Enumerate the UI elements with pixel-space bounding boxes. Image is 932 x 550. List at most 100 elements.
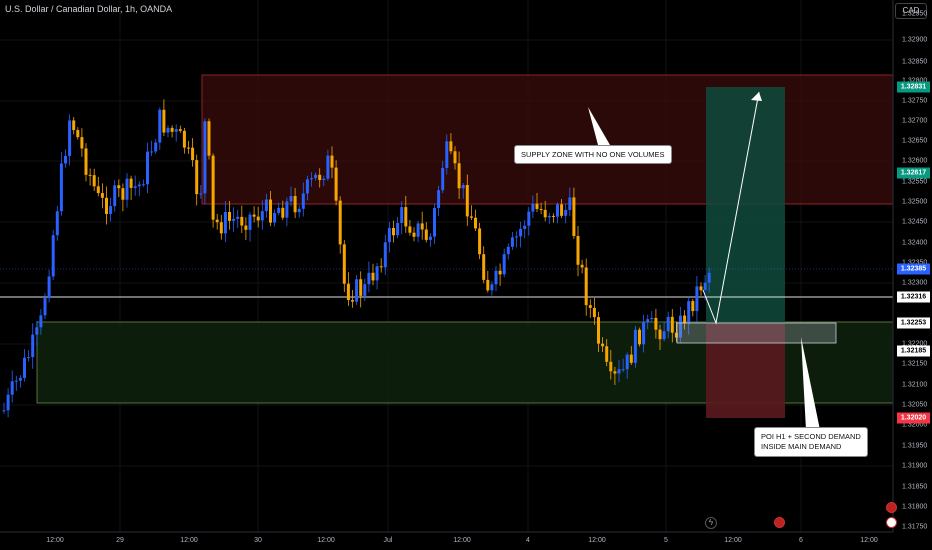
candle-body — [281, 207, 285, 218]
candle-body — [72, 120, 76, 131]
candle-body — [576, 236, 580, 265]
candle-body — [392, 227, 395, 236]
candle-body — [654, 317, 658, 330]
candle-body — [47, 276, 51, 299]
candle-body — [260, 211, 264, 221]
candle-body — [461, 185, 465, 189]
candle-body — [351, 300, 354, 302]
candle-body — [293, 196, 297, 213]
candle-body — [519, 228, 523, 237]
time-tick-label: 12:00 — [46, 537, 64, 544]
candle-body — [59, 163, 63, 212]
price-tag: 1.32253 — [897, 317, 930, 329]
candle-body — [375, 266, 379, 281]
candle-body — [515, 236, 518, 238]
candle-body — [629, 354, 633, 363]
price-tick-label: 1.32150 — [902, 360, 928, 368]
time-tick-label: Jul — [383, 537, 393, 544]
candle-body — [146, 151, 149, 185]
candle-body — [609, 361, 613, 372]
candle-body — [617, 369, 621, 374]
candle-body — [326, 155, 330, 179]
candle-body — [699, 286, 703, 291]
candle-body — [363, 284, 367, 296]
candle-body — [605, 346, 609, 362]
trade-path — [702, 91, 760, 325]
currency-selector[interactable]: CAD — [895, 3, 927, 19]
ca-flag-icon[interactable] — [886, 517, 897, 528]
supply-zone-note[interactable]: SUPPLY ZONE WITH NO ONE VOLUMES — [514, 145, 672, 164]
candle-body — [92, 175, 96, 187]
candle-body — [182, 130, 186, 148]
candle-body — [449, 141, 453, 152]
candle-body — [547, 215, 551, 218]
poi-note-line1: POI H1 + SECOND DEMAND — [761, 432, 861, 441]
candle-body — [650, 317, 654, 320]
price-tick-label: 1.32000 — [902, 421, 928, 429]
candle-body — [137, 184, 141, 187]
candle-body — [273, 213, 277, 223]
supply-zone — [201, 74, 894, 205]
candle-body — [396, 223, 400, 236]
candle-body — [64, 155, 67, 164]
candle-body — [203, 121, 207, 194]
candle-body — [404, 207, 408, 227]
candle-body — [195, 160, 199, 195]
candle-body — [51, 235, 55, 277]
candle-body — [346, 283, 350, 301]
candle-body — [211, 155, 215, 220]
price-tick-label: 1.32450 — [902, 218, 928, 226]
candle-body — [420, 223, 424, 230]
candle-body — [252, 214, 256, 217]
candle-body — [170, 127, 174, 132]
candle-body — [105, 197, 108, 214]
candle-body — [416, 223, 420, 237]
candle-body — [523, 225, 527, 229]
supply-callout-pointer — [588, 107, 610, 145]
candle-body — [6, 394, 10, 411]
candle-body — [191, 147, 195, 161]
candle-body — [88, 174, 92, 176]
price-tick-label: 1.31750 — [902, 523, 928, 531]
candle-body — [342, 244, 346, 284]
supply-note-text: SUPPLY ZONE WITH NO ONE VOLUMES — [521, 150, 665, 159]
candle-body — [543, 209, 547, 218]
candle-body — [27, 357, 31, 359]
candle-body — [588, 305, 592, 308]
candle-body — [658, 329, 662, 340]
price-tick-label: 1.32800 — [902, 78, 927, 85]
candle-body — [187, 147, 190, 149]
candle-body — [121, 188, 125, 200]
candle-body — [695, 286, 699, 312]
price-tick-label: 1.32650 — [902, 137, 928, 145]
candle-body — [408, 226, 412, 233]
candle-body — [683, 315, 687, 324]
candle-body — [560, 204, 564, 216]
candle-body — [215, 219, 219, 223]
candle-body — [638, 329, 641, 345]
candle-body — [679, 315, 682, 338]
candle-body — [334, 167, 338, 201]
candle-body — [18, 377, 22, 381]
candle-body — [539, 208, 543, 210]
candle-body — [174, 129, 178, 132]
price-tag: 1.32385 — [897, 263, 930, 275]
candle-body — [572, 197, 576, 237]
candle-body — [437, 190, 441, 209]
candle-body — [691, 301, 695, 312]
candle-body — [14, 380, 18, 382]
candle-body — [359, 279, 363, 296]
candle-body — [494, 270, 498, 285]
candle-body — [129, 178, 133, 188]
price-tick-label: 1.32050 — [902, 401, 928, 409]
candle-body — [433, 208, 436, 237]
price-tick-label: 1.31900 — [902, 462, 928, 470]
us-flag-icon[interactable] — [886, 502, 897, 513]
flash-icon[interactable]: ϟ — [705, 517, 717, 529]
us-flag-icon[interactable] — [774, 517, 785, 528]
candle-body — [387, 227, 391, 243]
candle-body — [301, 193, 305, 209]
poi-note[interactable]: POI H1 + SECOND DEMAND INSIDE MAIN DEMAN… — [754, 427, 868, 457]
price-tag: 1.32316 — [897, 291, 930, 303]
